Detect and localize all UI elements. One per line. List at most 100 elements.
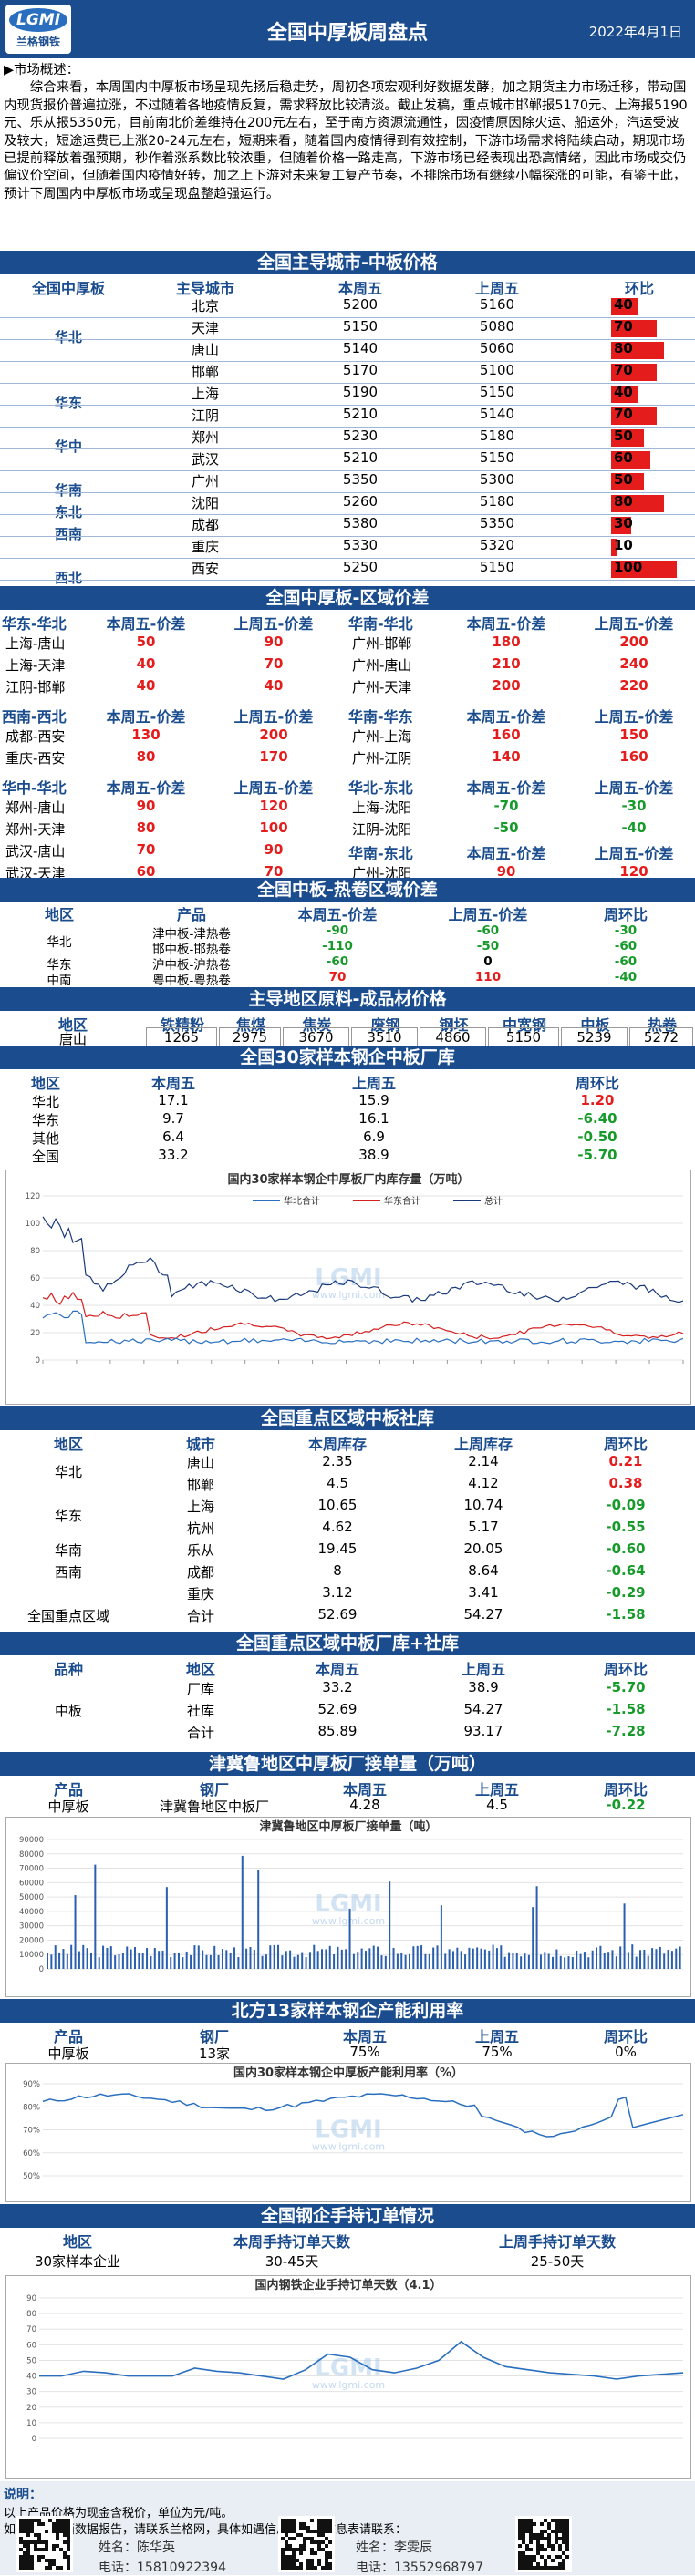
order-bar <box>308 1952 311 1969</box>
qr-module <box>41 2540 45 2544</box>
qr-module <box>551 2544 555 2548</box>
qr-module <box>522 2530 525 2533</box>
order-bar <box>372 1945 375 1969</box>
qr-module <box>321 2526 325 2530</box>
spread-current: 90 <box>496 863 516 880</box>
product-pair: 沪中板-沪热卷 <box>152 958 231 973</box>
qr-module <box>328 2540 332 2544</box>
spread-pair: 广州-沈阳 <box>352 865 412 881</box>
qr-module <box>533 2537 536 2540</box>
row-divider <box>0 536 695 537</box>
order-bar <box>158 1951 161 1969</box>
qr-module <box>328 2562 332 2566</box>
order-bar <box>480 1948 482 1969</box>
qr-module <box>26 2540 30 2544</box>
qr-module <box>63 2522 67 2526</box>
previous-price: 5150 <box>479 559 515 575</box>
qr-module <box>288 2526 292 2530</box>
qr-module <box>34 2540 37 2544</box>
qr-module <box>303 2522 306 2526</box>
qr-module <box>317 2519 321 2522</box>
qr-module <box>317 2548 321 2551</box>
qr-module <box>67 2548 70 2551</box>
previous-price: 5080 <box>479 318 515 335</box>
order-bar <box>647 1955 649 1969</box>
previous-stock: 38.9 <box>468 1679 499 1695</box>
previous-price: 5180 <box>479 493 515 510</box>
qr-module <box>41 2522 45 2526</box>
qr-module <box>288 2566 292 2570</box>
order-bar <box>436 1945 439 1969</box>
qr-module <box>325 2566 328 2570</box>
qr-module <box>288 2537 292 2540</box>
region-label: 华南 <box>54 1542 82 1559</box>
qr-module <box>303 2540 306 2544</box>
qr-module <box>52 2559 56 2562</box>
qr-module <box>59 2566 63 2570</box>
week-change: -40 <box>614 970 638 984</box>
order-bar <box>197 1945 200 1969</box>
spread-pair: 江阴-沈阳 <box>352 821 412 838</box>
spread-pair: 广州-江阴 <box>352 750 412 767</box>
order-bar <box>357 1952 359 1969</box>
qr-module <box>292 2526 296 2530</box>
previous-stock: 54.27 <box>463 1701 503 1717</box>
order-bar <box>527 1954 530 1969</box>
change-value: 30 <box>614 515 633 531</box>
region-label: 华东 <box>31 1112 59 1128</box>
qr-module <box>558 2522 562 2526</box>
qr-module <box>45 2566 48 2570</box>
spread-current: 140 <box>492 748 521 765</box>
chart-title: 津冀鲁地区中厚板厂接单量（吨） <box>259 1819 437 1834</box>
series-capacity <box>42 2093 684 2138</box>
qr-module <box>67 2566 70 2570</box>
qr-module <box>281 2566 285 2570</box>
chart-capacity: 国内30家样本钢企中厚板产能利用率（%） 90% 80% 70% 60% 50% LGMI w… <box>5 2063 691 2202</box>
capacity-cell: 13家 <box>198 2045 231 2062</box>
qr-module <box>281 2548 285 2551</box>
order-bar <box>456 1947 459 1969</box>
product-pair: 粤中板-粤热卷 <box>152 974 231 988</box>
qr-code-middle <box>278 2516 335 2572</box>
column-header: 产品 <box>176 906 206 923</box>
qr-module <box>288 2559 292 2562</box>
qr-module <box>522 2559 525 2562</box>
column-header: 本周五-价差 <box>466 615 546 633</box>
qr-module <box>529 2526 533 2530</box>
qr-module <box>30 2566 34 2570</box>
qr-module <box>48 2562 52 2566</box>
qr-module <box>285 2544 288 2548</box>
qr-module <box>540 2566 544 2570</box>
order-bar <box>476 1947 479 1969</box>
qr-module <box>306 2562 310 2566</box>
order-bar <box>365 1951 367 1969</box>
qr-module <box>19 2540 23 2544</box>
order-bar <box>631 1944 634 1969</box>
order-bar <box>249 1946 252 1969</box>
row-divider <box>0 492 695 493</box>
qr-module <box>299 2544 303 2548</box>
current-price: 5190 <box>342 384 379 400</box>
qr-module <box>310 2562 314 2566</box>
qr-module <box>558 2544 562 2548</box>
spread-pair: 郑州-天津 <box>5 821 66 838</box>
order-bar <box>615 1956 617 1969</box>
city-name: 西安 <box>191 561 219 577</box>
row-divider <box>0 405 695 406</box>
qr-module <box>328 2555 332 2559</box>
order-bar <box>229 1953 232 1969</box>
column-header: 上周五-价差 <box>594 615 674 633</box>
order-bar <box>133 1947 136 1969</box>
order-bar <box>544 1952 546 1969</box>
order-bar <box>253 1950 255 1969</box>
qr-module <box>52 2526 56 2530</box>
change-value: 70 <box>614 406 633 422</box>
capacity-cell: 中厚板 <box>47 2045 89 2062</box>
city-name: 天津 <box>191 320 219 336</box>
column-header: 中宽钢 <box>502 1016 546 1034</box>
qr-module <box>558 2548 562 2551</box>
qr-module <box>562 2540 565 2544</box>
section-region-spread: 全国中厚板-区域价差 <box>0 586 695 610</box>
qr-module <box>317 2562 321 2566</box>
column-header: 产品 <box>53 2028 83 2045</box>
